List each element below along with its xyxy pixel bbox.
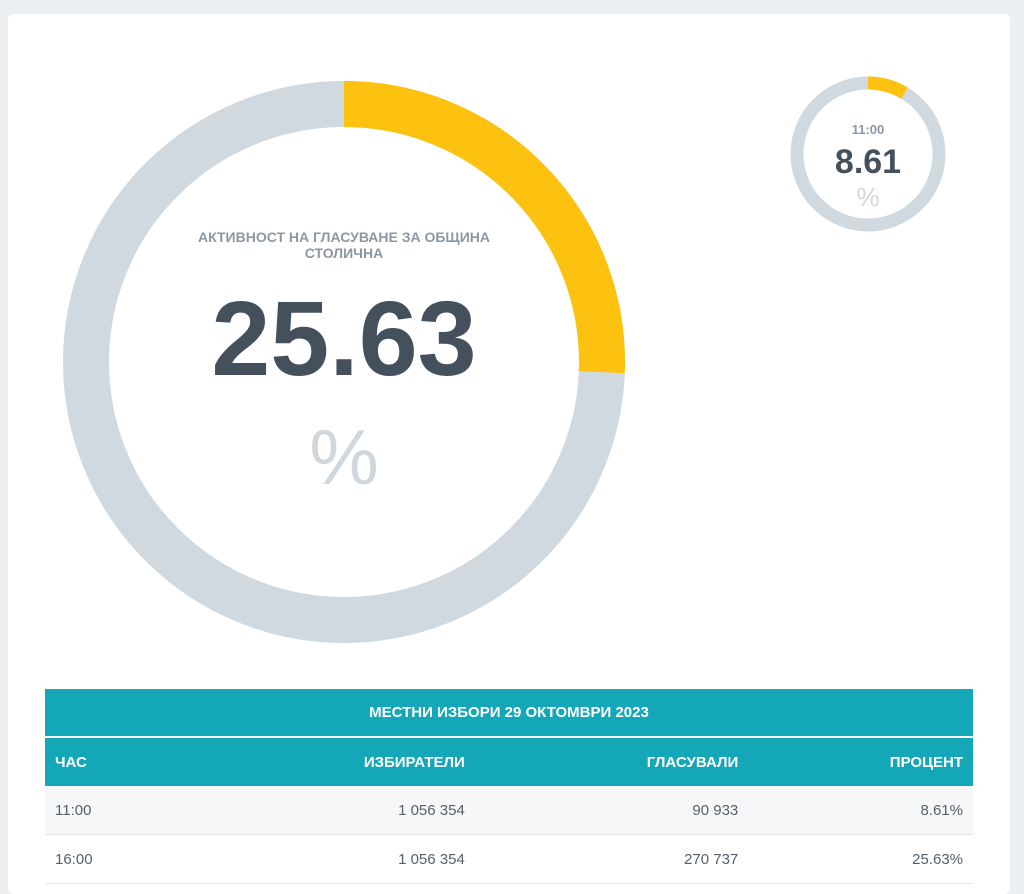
small-gauge-time: 11:00 (851, 122, 885, 137)
column-header-voted: ГЛАСУВАЛИ (474, 736, 749, 786)
table-row: 11:00 1 056 354 90 933 8.61% (45, 786, 973, 835)
cell-voted: 270 737 (474, 834, 749, 884)
main-gauge-ring (63, 81, 625, 643)
main-gauge-unit: % (309, 413, 379, 501)
main-turnout-gauge: АКТИВНОСТ НА ГЛАСУВАНЕ ЗА ОБЩИНА СТОЛИЧН… (44, 62, 644, 662)
turnout-table: МЕСТНИ ИЗБОРИ 29 ОКТОМВРИ 2023 ЧАС ИЗБИР… (45, 689, 973, 884)
table-header-row: ЧАС ИЗБИРАТЕЛИ ГЛАСУВАЛИ ПРОЦЕНТ (45, 736, 973, 786)
cell-percent: 8.61% (748, 786, 973, 835)
table-caption: МЕСТНИ ИЗБОРИ 29 ОКТОМВРИ 2023 (45, 689, 973, 737)
main-gauge-value: 25.63 (211, 280, 477, 398)
cell-voters: 1 056 354 (176, 786, 475, 835)
cell-percent: 25.63% (748, 834, 973, 884)
main-gauge-arc (343, 81, 625, 374)
cell-hour: 11:00 (45, 786, 176, 835)
column-header-voters: ИЗБИРАТЕЛИ (176, 736, 475, 786)
small-gauge-value: 8.61 (834, 143, 902, 181)
column-header-hour: ЧАС (45, 736, 176, 786)
small-gauge-ring (790, 76, 946, 232)
table-row: 16:00 1 056 354 270 737 25.63% (45, 834, 973, 884)
cell-hour: 16:00 (45, 834, 176, 884)
small-gauge-arc (867, 76, 908, 99)
cell-voters: 1 056 354 (176, 834, 475, 884)
cell-voted: 90 933 (474, 786, 749, 835)
main-gauge-label: АКТИВНОСТ НА ГЛАСУВАНЕ ЗА ОБЩИНА СТОЛИЧН… (198, 229, 490, 261)
small-gauge-unit: % (856, 182, 880, 212)
hourly-turnout-gauge: 11:00 8.61 % (784, 70, 952, 238)
column-header-percent: ПРОЦЕНТ (748, 736, 973, 786)
